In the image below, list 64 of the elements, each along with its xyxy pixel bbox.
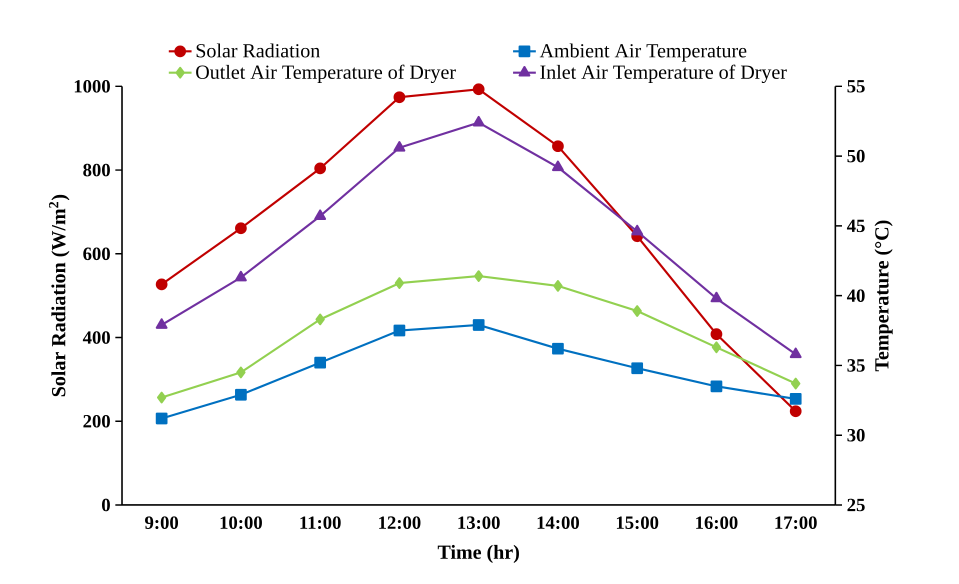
x-tick-label: 9:00 (145, 516, 178, 530)
y2-axis-title: Temperature (°C) (874, 220, 893, 372)
y-tick-label: 800 (83, 164, 110, 176)
point (474, 270, 484, 282)
point (314, 209, 326, 220)
point (632, 305, 642, 317)
y2-tick-label: 25 (847, 498, 865, 512)
y2-tick-label: 40 (846, 289, 865, 302)
x-tick-label: 13:00 (458, 516, 500, 530)
y2-tick-label: 50 (847, 150, 865, 162)
x-tick-label: 11:00 (300, 516, 341, 530)
point (236, 366, 246, 378)
y-tick-label: 400 (82, 331, 110, 344)
point (472, 116, 485, 126)
point (156, 278, 168, 290)
legend-label: Outlet Air Temperature of Dryer (196, 64, 456, 84)
x-tick-label: 10:00 (220, 516, 262, 530)
point (631, 224, 644, 236)
y2-tick-label: 45 (846, 220, 865, 232)
point (394, 277, 404, 289)
point (472, 319, 485, 331)
y2-tick-label: 55 (847, 80, 865, 93)
point (235, 222, 247, 234)
x-tick-label: 17:00 (775, 516, 817, 530)
y2-tick-label: 30 (847, 428, 865, 442)
point (394, 91, 406, 104)
x-tick-label: 14:00 (538, 516, 579, 530)
y-tick-label: 0 (102, 498, 110, 512)
point (790, 405, 802, 418)
point (553, 280, 563, 292)
point (472, 83, 485, 96)
point (552, 140, 564, 152)
x-axis-title: Time (hr) (438, 544, 519, 564)
y2-tick-label: 35 (847, 359, 865, 372)
point (314, 162, 326, 174)
point (710, 380, 722, 392)
point (234, 270, 247, 282)
y-tick-label: 200 (83, 414, 110, 428)
point (156, 318, 168, 329)
point (631, 362, 644, 374)
point (552, 160, 564, 172)
point (314, 356, 326, 369)
point (235, 388, 247, 401)
point (394, 324, 406, 336)
point (156, 392, 166, 404)
legend-label: Ambient Air Temperature (540, 43, 746, 62)
y-tick-label: 1000 (74, 80, 110, 93)
point (393, 141, 406, 152)
point (710, 328, 722, 340)
point (790, 348, 802, 358)
point (712, 341, 722, 354)
y-tick-label: 600 (83, 247, 110, 260)
point (791, 378, 800, 390)
point (315, 314, 325, 326)
legend-label: Inlet Air Temperature of Dryer (540, 64, 787, 84)
legend-label: Solar Radiation (196, 43, 320, 58)
x-tick-label: 16:00 (696, 516, 738, 530)
x-tick-label: 12:00 (379, 516, 420, 530)
y-axis-title: Solar Radiation (W/m$^{2}$) (48, 194, 70, 396)
point (552, 342, 564, 355)
point (790, 393, 802, 405)
point (710, 292, 722, 302)
point (156, 412, 168, 424)
x-tick-label: 15:00 (616, 516, 658, 530)
